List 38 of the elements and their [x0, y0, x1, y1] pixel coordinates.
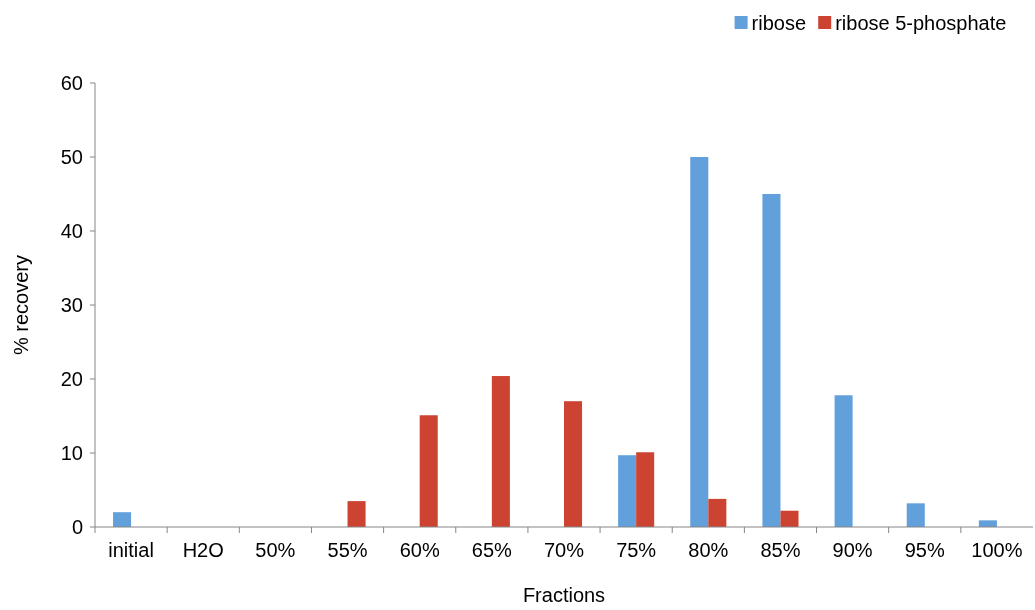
bar	[618, 455, 637, 527]
x-tick-label: 75%	[616, 539, 657, 561]
y-tick-label: 50	[60, 146, 83, 168]
bar	[906, 503, 925, 527]
x-tick-label: 55%	[327, 539, 368, 561]
legend-label: ribose 5-phosphate	[835, 11, 1007, 34]
y-tick-label: 20	[60, 368, 83, 390]
y-tick-label: 30	[60, 294, 83, 316]
y-tick-label: 40	[60, 220, 83, 242]
bar	[690, 157, 709, 527]
x-tick-label: 100%	[971, 539, 1023, 561]
x-tick-label: 95%	[904, 539, 945, 561]
x-tick-label: 80%	[688, 539, 729, 561]
x-tick-label: 90%	[832, 539, 873, 561]
bar	[762, 194, 781, 527]
y-axis-title: % recovery	[10, 254, 32, 356]
x-tick-label: 70%	[543, 539, 585, 561]
x-tick-label: H2O	[182, 539, 224, 561]
x-tick-label: initial	[108, 539, 154, 561]
bar	[491, 376, 510, 527]
bar	[347, 501, 366, 527]
x-tick-label: 65%	[471, 539, 513, 561]
bar	[978, 520, 997, 527]
bar	[834, 395, 853, 527]
y-tick-label: 60	[60, 72, 83, 94]
x-tick-label: 60%	[399, 539, 440, 561]
legend-label: ribose	[751, 11, 807, 34]
bar	[113, 512, 132, 527]
x-tick-label: 85%	[760, 539, 801, 561]
bar	[636, 452, 655, 527]
y-tick-label: 0	[71, 516, 83, 538]
x-axis-title: Fractions	[522, 584, 606, 606]
x-tick-label: 50%	[255, 539, 296, 561]
y-tick-label: 10	[60, 442, 83, 464]
bar	[708, 498, 727, 527]
bar	[419, 415, 438, 527]
bar	[780, 510, 799, 527]
bar	[564, 401, 583, 527]
